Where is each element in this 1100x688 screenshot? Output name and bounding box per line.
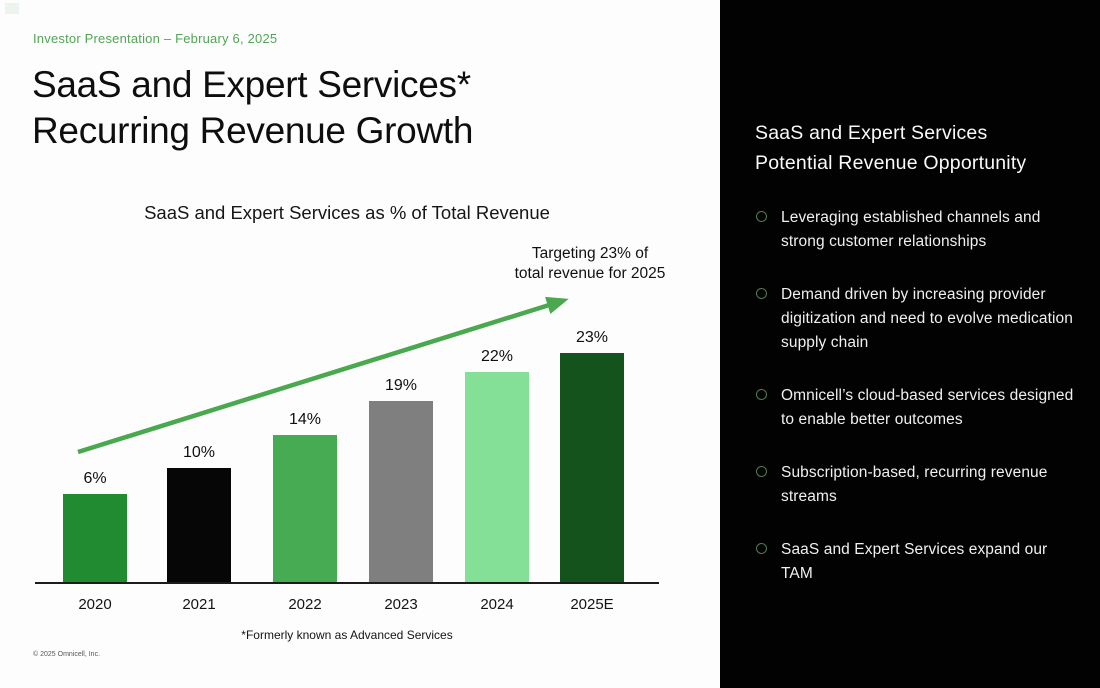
x-axis-label-2021: 2021: [182, 596, 216, 613]
bullet-text: Demand driven by increasing provider dig…: [781, 286, 1074, 351]
bullet-circle-icon: [756, 389, 767, 400]
bar-value-label-2025E: 23%: [575, 329, 609, 346]
bullet-list: Leveraging established channels and stro…: [756, 206, 1074, 586]
page-title-line2: Recurring Revenue Growth: [32, 110, 474, 151]
bar-value-label-2023: 19%: [384, 377, 418, 394]
side-panel-heading-line1: SaaS and Expert Services: [755, 122, 988, 144]
list-item: Leveraging established channels and stro…: [756, 206, 1074, 254]
x-axis-label-2023: 2023: [384, 596, 418, 613]
target-annotation: Targeting 23% of total revenue for 2025: [500, 244, 680, 284]
list-item: Demand driven by increasing provider dig…: [756, 283, 1074, 355]
page-title-line1: SaaS and Expert Services*: [32, 64, 471, 105]
list-item: Omnicell’s cloud-based services designed…: [756, 384, 1074, 432]
x-axis-line: [35, 582, 659, 584]
bullet-text: SaaS and Expert Services expand our TAM: [781, 541, 1048, 582]
chart-section: Investor Presentation – February 6, 2025…: [5, 3, 680, 658]
chart-title: SaaS and Expert Services as % of Total R…: [144, 202, 550, 223]
x-axis-label-2020: 2020: [78, 596, 112, 613]
bar-value-label-2024: 22%: [480, 348, 514, 365]
x-axis-label-2022: 2022: [288, 596, 322, 613]
bar-2022: [273, 435, 337, 583]
target-annotation-line1: Targeting 23% of: [531, 245, 649, 262]
target-annotation-line2: total revenue for 2025: [514, 265, 666, 282]
bar-value-label-2020: 6%: [83, 470, 107, 487]
bullet-circle-icon: [756, 543, 767, 554]
bullet-text: Subscription-based, recurring revenue st…: [781, 464, 1048, 505]
side-panel-heading: SaaS and Expert Services Potential Revenu…: [755, 118, 1026, 178]
x-axis-label-2025E: 2025E: [570, 596, 614, 613]
bar-value-label-2021: 10%: [182, 444, 216, 461]
bar-2020: [63, 494, 127, 583]
bar-2025E: [560, 353, 624, 583]
bullet-text: Omnicell’s cloud-based services designed…: [781, 387, 1074, 428]
bullet-circle-icon: [756, 211, 767, 222]
side-panel-heading-line2: Potential Revenue Opportunity: [755, 152, 1027, 174]
page-title: SaaS and Expert Services* Recurring Reven…: [32, 62, 473, 154]
presentation-date: Investor Presentation – February 6, 2025: [33, 31, 278, 46]
bar-2023: [369, 401, 433, 583]
list-item: Subscription-based, recurring revenue st…: [756, 461, 1074, 509]
bar-value-label-2022: 14%: [288, 411, 322, 428]
bullet-circle-icon: [756, 466, 767, 477]
bar-2021: [167, 468, 231, 583]
bullet-circle-icon: [756, 288, 767, 299]
corner-logo-mark: [5, 3, 19, 14]
x-axis-label-2024: 2024: [480, 596, 514, 613]
bullet-text: Leveraging established channels and stro…: [781, 209, 1041, 250]
copyright-text: © 2025 Omnicell, Inc.: [33, 651, 101, 658]
chart-footnote: *Formerly known as Advanced Services: [241, 628, 453, 642]
list-item: SaaS and Expert Services expand our TAM: [756, 538, 1074, 586]
side-panel: SaaS and Expert Services Potential Revenu…: [720, 0, 1100, 688]
bar-2024: [465, 372, 529, 583]
